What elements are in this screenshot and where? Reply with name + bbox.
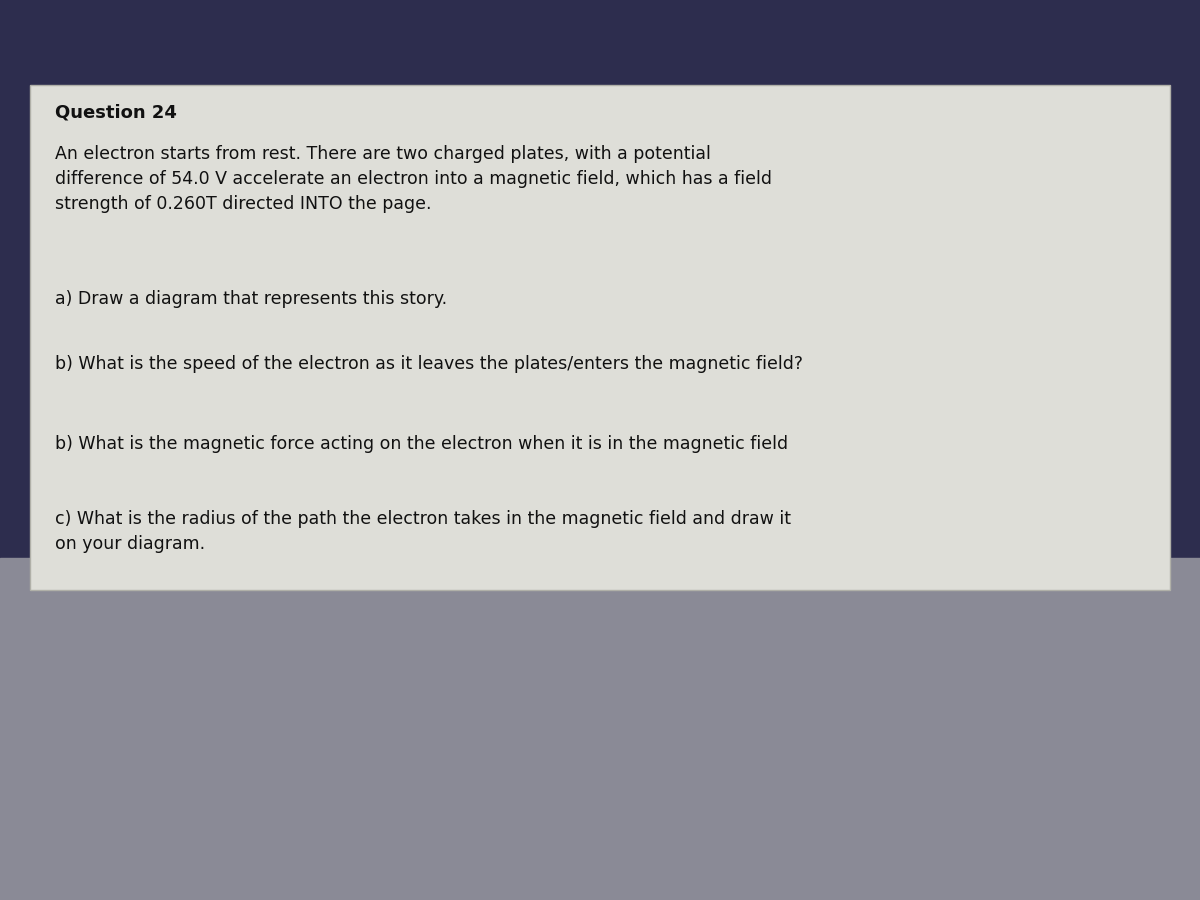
Text: b) What is the magnetic force acting on the electron when it is in the magnetic : b) What is the magnetic force acting on … [55, 435, 788, 453]
Text: c) What is the radius of the path the electron takes in the magnetic field and d: c) What is the radius of the path the el… [55, 510, 791, 553]
Text: b) What is the speed of the electron as it leaves the plates/enters the magnetic: b) What is the speed of the electron as … [55, 355, 803, 373]
FancyBboxPatch shape [30, 85, 1170, 590]
Bar [0, 0, 1200, 558]
Text: a) Draw a diagram that represents this story.: a) Draw a diagram that represents this s… [55, 290, 448, 308]
Text: Question 24: Question 24 [55, 103, 176, 121]
Text: An electron starts from rest. There are two charged plates, with a potential
dif: An electron starts from rest. There are … [55, 145, 772, 213]
Bar [0, 558, 1200, 900]
